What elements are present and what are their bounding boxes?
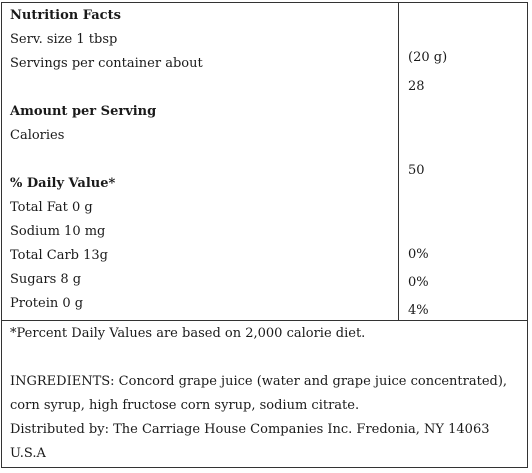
ingredients-line-2: corn syrup, high fructose corn syrup, so… <box>10 398 360 413</box>
nutrient-sodium: Sodium 10 mg <box>10 224 106 239</box>
daily-value-footnote: *Percent Daily Values are based on 2,000… <box>10 326 366 341</box>
serving-weight: (20 g) <box>408 50 448 65</box>
servings-per-container-label: Servings per container about <box>10 56 203 71</box>
footnote-divider <box>1 320 528 321</box>
nutrition-title: Nutrition Facts <box>10 8 121 23</box>
distributor-line-2: U.S.A <box>10 446 46 461</box>
servings-per-container-value: 28 <box>408 79 425 94</box>
nutrient-protein: Protein 0 g <box>10 296 84 311</box>
calories-value: 50 <box>408 163 425 178</box>
daily-value-3: 4% <box>408 303 429 318</box>
nutrition-facts-panel <box>1 2 528 468</box>
nutrient-total-fat: Total Fat 0 g <box>10 200 93 215</box>
amount-per-serving-heading: Amount per Serving <box>10 104 157 119</box>
calories-label: Calories <box>10 128 65 143</box>
column-divider <box>398 2 399 320</box>
daily-value-heading: % Daily Value* <box>10 176 116 191</box>
daily-value-1: 0% <box>408 247 429 262</box>
nutrient-sugars: Sugars 8 g <box>10 272 82 287</box>
distributor-line-1: Distributed by: The Carriage House Compa… <box>10 422 490 437</box>
ingredients-line-1: INGREDIENTS: Concord grape juice (water … <box>10 374 508 389</box>
serving-size: Serv. size 1 tbsp <box>10 32 118 47</box>
daily-value-2: 0% <box>408 275 429 290</box>
nutrient-total-carb: Total Carb 13g <box>10 248 108 263</box>
